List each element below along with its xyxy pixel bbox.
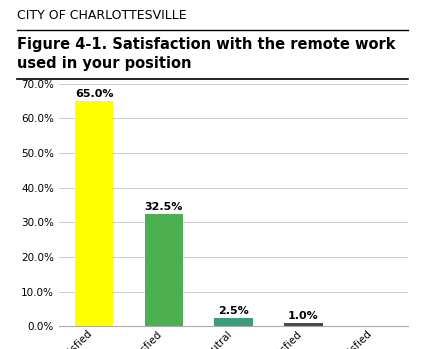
Text: CITY OF CHARLOTTESVILLE: CITY OF CHARLOTTESVILLE — [17, 9, 187, 22]
Bar — [75, 101, 113, 326]
Bar — [214, 318, 253, 326]
Bar — [284, 323, 322, 326]
Text: 2.5%: 2.5% — [218, 306, 249, 315]
Bar — [145, 214, 183, 326]
Text: 65.0%: 65.0% — [75, 89, 113, 99]
Text: 1.0%: 1.0% — [288, 311, 319, 321]
Text: used in your position: used in your position — [17, 56, 191, 71]
Text: 32.5%: 32.5% — [145, 202, 183, 211]
Text: Figure 4-1. Satisfaction with the remote work: Figure 4-1. Satisfaction with the remote… — [17, 37, 395, 52]
